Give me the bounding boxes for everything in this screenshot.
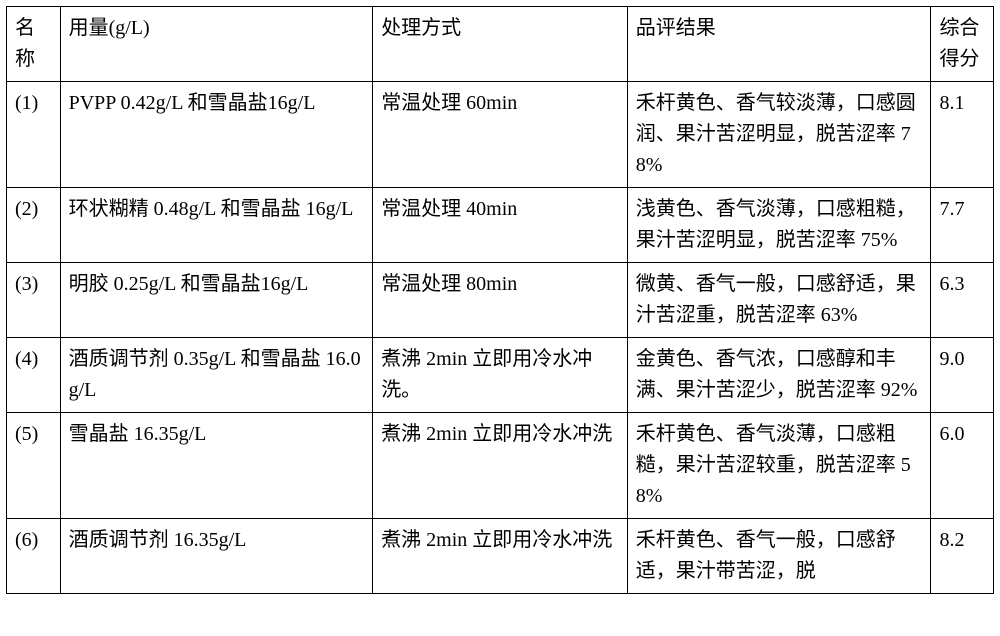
cell-result: 浅黄色、香气淡薄，口感粗糙，果汁苦涩明显，脱苦涩率 75% [627, 188, 931, 263]
table-row: (5) 雪晶盐 16.35g/L 煮沸 2min 立即用冷水冲洗 禾杆黄色、香气… [7, 413, 994, 519]
cell-name: (6) [7, 519, 61, 594]
cell-process: 煮沸 2min 立即用冷水冲洗 [373, 519, 628, 594]
table-row: (3) 明胶 0.25g/L 和雪晶盐16g/L 常温处理 80min 微黄、香… [7, 263, 994, 338]
cell-process: 常温处理 80min [373, 263, 628, 338]
cell-dosage: 环状糊精 0.48g/L 和雪晶盐 16g/L [60, 188, 373, 263]
cell-score: 8.2 [931, 519, 994, 594]
data-table: 名称 用量(g/L) 处理方式 品评结果 综合得分 (1) PVPP 0.42g… [6, 6, 994, 594]
cell-result: 禾杆黄色、香气一般，口感舒适，果汁带苦涩，脱 [627, 519, 931, 594]
table-row: (2) 环状糊精 0.48g/L 和雪晶盐 16g/L 常温处理 40min 浅… [7, 188, 994, 263]
table-row: (4) 酒质调节剂 0.35g/L 和雪晶盐 16.0g/L 煮沸 2min 立… [7, 338, 994, 413]
header-name: 名称 [7, 7, 61, 82]
header-process: 处理方式 [373, 7, 628, 82]
cell-result: 禾杆黄色、香气较淡薄，口感圆润、果汁苦涩明显，脱苦涩率 78% [627, 82, 931, 188]
cell-process: 常温处理 60min [373, 82, 628, 188]
table-row: (6) 酒质调节剂 16.35g/L 煮沸 2min 立即用冷水冲洗 禾杆黄色、… [7, 519, 994, 594]
cell-name: (5) [7, 413, 61, 519]
cell-dosage: PVPP 0.42g/L 和雪晶盐16g/L [60, 82, 373, 188]
header-score: 综合得分 [931, 7, 994, 82]
cell-name: (1) [7, 82, 61, 188]
cell-score: 7.7 [931, 188, 994, 263]
cell-result: 禾杆黄色、香气淡薄，口感粗糙，果汁苦涩较重，脱苦涩率 58% [627, 413, 931, 519]
table-header-row: 名称 用量(g/L) 处理方式 品评结果 综合得分 [7, 7, 994, 82]
cell-dosage: 雪晶盐 16.35g/L [60, 413, 373, 519]
cell-process: 煮沸 2min 立即用冷水冲洗。 [373, 338, 628, 413]
table-row: (1) PVPP 0.42g/L 和雪晶盐16g/L 常温处理 60min 禾杆… [7, 82, 994, 188]
cell-score: 9.0 [931, 338, 994, 413]
cell-result: 微黄、香气一般，口感舒适，果汁苦涩重，脱苦涩率 63% [627, 263, 931, 338]
cell-name: (2) [7, 188, 61, 263]
cell-dosage: 酒质调节剂 0.35g/L 和雪晶盐 16.0g/L [60, 338, 373, 413]
cell-dosage: 酒质调节剂 16.35g/L [60, 519, 373, 594]
header-result: 品评结果 [627, 7, 931, 82]
cell-result: 金黄色、香气浓，口感醇和丰满、果汁苦涩少，脱苦涩率 92% [627, 338, 931, 413]
cell-score: 6.3 [931, 263, 994, 338]
header-dosage: 用量(g/L) [60, 7, 373, 82]
cell-score: 8.1 [931, 82, 994, 188]
cell-process: 煮沸 2min 立即用冷水冲洗 [373, 413, 628, 519]
cell-name: (4) [7, 338, 61, 413]
cell-dosage: 明胶 0.25g/L 和雪晶盐16g/L [60, 263, 373, 338]
cell-score: 6.0 [931, 413, 994, 519]
cell-process: 常温处理 40min [373, 188, 628, 263]
cell-name: (3) [7, 263, 61, 338]
